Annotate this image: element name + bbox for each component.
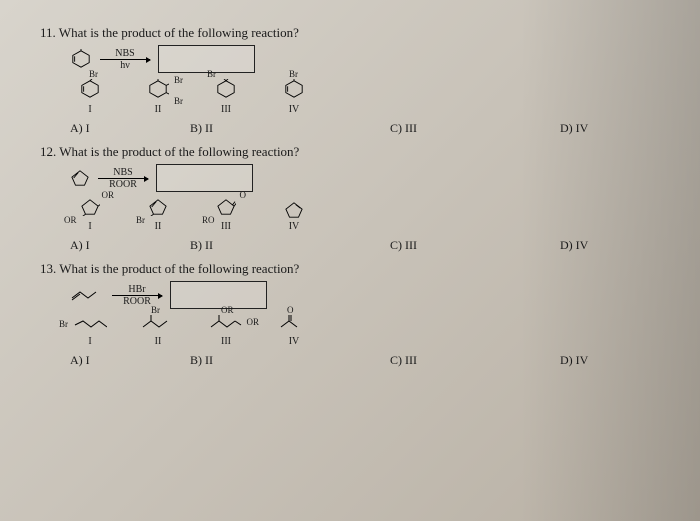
choice-a: A) I (70, 353, 190, 368)
q11-reagent-bot: hν (120, 60, 130, 71)
label-II: II (155, 336, 162, 347)
q12-structures: OR OR I Br II O RO III (70, 198, 660, 232)
q13-reagent-top: HBr (128, 284, 145, 295)
question-11: 11. What is the product of the following… (40, 25, 660, 136)
q12-prompt: What is the product of the following rea… (59, 144, 299, 159)
q11-struct-4: Br IV (274, 79, 314, 115)
q11-prompt: What is the product of the following rea… (59, 25, 299, 40)
choice-b: B) II (190, 238, 390, 253)
question-12: 12. What is the product of the following… (40, 144, 660, 253)
label-II: II (155, 104, 162, 115)
butene-icon (70, 288, 104, 302)
label-I: I (88, 336, 91, 347)
br-label: Br (174, 96, 183, 106)
q11-struct-3: Br III (206, 79, 246, 115)
q11-text: 11. What is the product of the following… (40, 25, 660, 41)
br-label: Br (89, 69, 98, 79)
label-III: III (221, 221, 231, 232)
q13-product-box (170, 281, 267, 309)
br-label: Br (207, 69, 216, 79)
choice-d: D) IV (560, 353, 588, 368)
choice-c: C) III (390, 238, 560, 253)
q11-struct-2: Br Br II (138, 79, 178, 115)
q11-choices: A) I B) II C) III D) IV (70, 121, 660, 136)
q12-struct-1: OR OR I (70, 198, 110, 232)
q11-reaction: NBS hν (70, 45, 660, 73)
q13-structures: Br I Br II OR OR III (70, 315, 660, 347)
br-label: Br (289, 69, 298, 79)
q11-structures: Br I Br Br II Br III (70, 79, 660, 115)
label-III: III (221, 104, 231, 115)
or-label: OR (101, 190, 114, 200)
label-I: I (88, 221, 91, 232)
q12-struct-2: Br II (138, 198, 178, 232)
q11-struct-1: Br I (70, 79, 110, 115)
question-13: 13. What is the product of the following… (40, 261, 660, 368)
choice-a: A) I (70, 238, 190, 253)
q12-choices: A) I B) II C) III D) IV (70, 238, 660, 253)
choice-b: B) II (190, 121, 390, 136)
label-II: II (155, 221, 162, 232)
br-label: Br (174, 75, 183, 85)
br-label: Br (136, 215, 145, 225)
q12-reagent-top: NBS (113, 167, 132, 178)
q12-text: 12. What is the product of the following… (40, 144, 660, 160)
label-IV: IV (289, 104, 300, 115)
label-III: III (221, 336, 231, 347)
br-label: Br (151, 305, 160, 315)
q13-number: 13. (40, 261, 56, 276)
label-IV: IV (289, 221, 300, 232)
q13-choices: A) I B) II C) III D) IV (70, 353, 660, 368)
label-I: I (88, 104, 91, 115)
choice-c: C) III (390, 353, 560, 368)
q13-reagent-bot: ROOR (123, 296, 151, 307)
q12-reagent-bot: ROOR (109, 179, 137, 190)
q11-number: 11. (40, 25, 56, 40)
q11-arrow: NBS hν (100, 48, 150, 71)
choice-b: B) II (190, 353, 390, 368)
q11-reagent-top: NBS (115, 48, 134, 59)
cyclohexene-methyl-icon (70, 49, 92, 69)
choice-d: D) IV (560, 121, 588, 136)
q12-reaction: NBS ROOR (70, 164, 660, 192)
or-label: OR (246, 317, 259, 327)
ro-label: RO (202, 215, 215, 225)
br-label: Br (59, 319, 68, 329)
q13-struct-4: O IV (274, 315, 314, 347)
label-IV: IV (289, 336, 300, 347)
choice-d: D) IV (560, 238, 588, 253)
q13-struct-2: Br II (138, 315, 178, 347)
cyclopentene-icon (70, 169, 90, 187)
q12-struct-3: O RO III (206, 198, 246, 232)
q13-text: 13. What is the product of the following… (40, 261, 660, 277)
q13-struct-3: OR OR III (206, 315, 246, 347)
q12-struct-4: IV (274, 201, 314, 232)
q13-prompt: What is the product of the following rea… (59, 261, 299, 276)
o-label: O (287, 305, 294, 315)
choice-a: A) I (70, 121, 190, 136)
o-label: O (240, 190, 247, 200)
or-label: OR (221, 305, 234, 315)
q12-number: 12. (40, 144, 56, 159)
choice-c: C) III (390, 121, 560, 136)
q13-arrow: HBr ROOR (112, 284, 162, 307)
or-label: OR (64, 215, 77, 225)
q13-struct-1: Br I (70, 317, 110, 347)
q12-arrow: NBS ROOR (98, 167, 148, 190)
q12-product-box (156, 164, 253, 192)
